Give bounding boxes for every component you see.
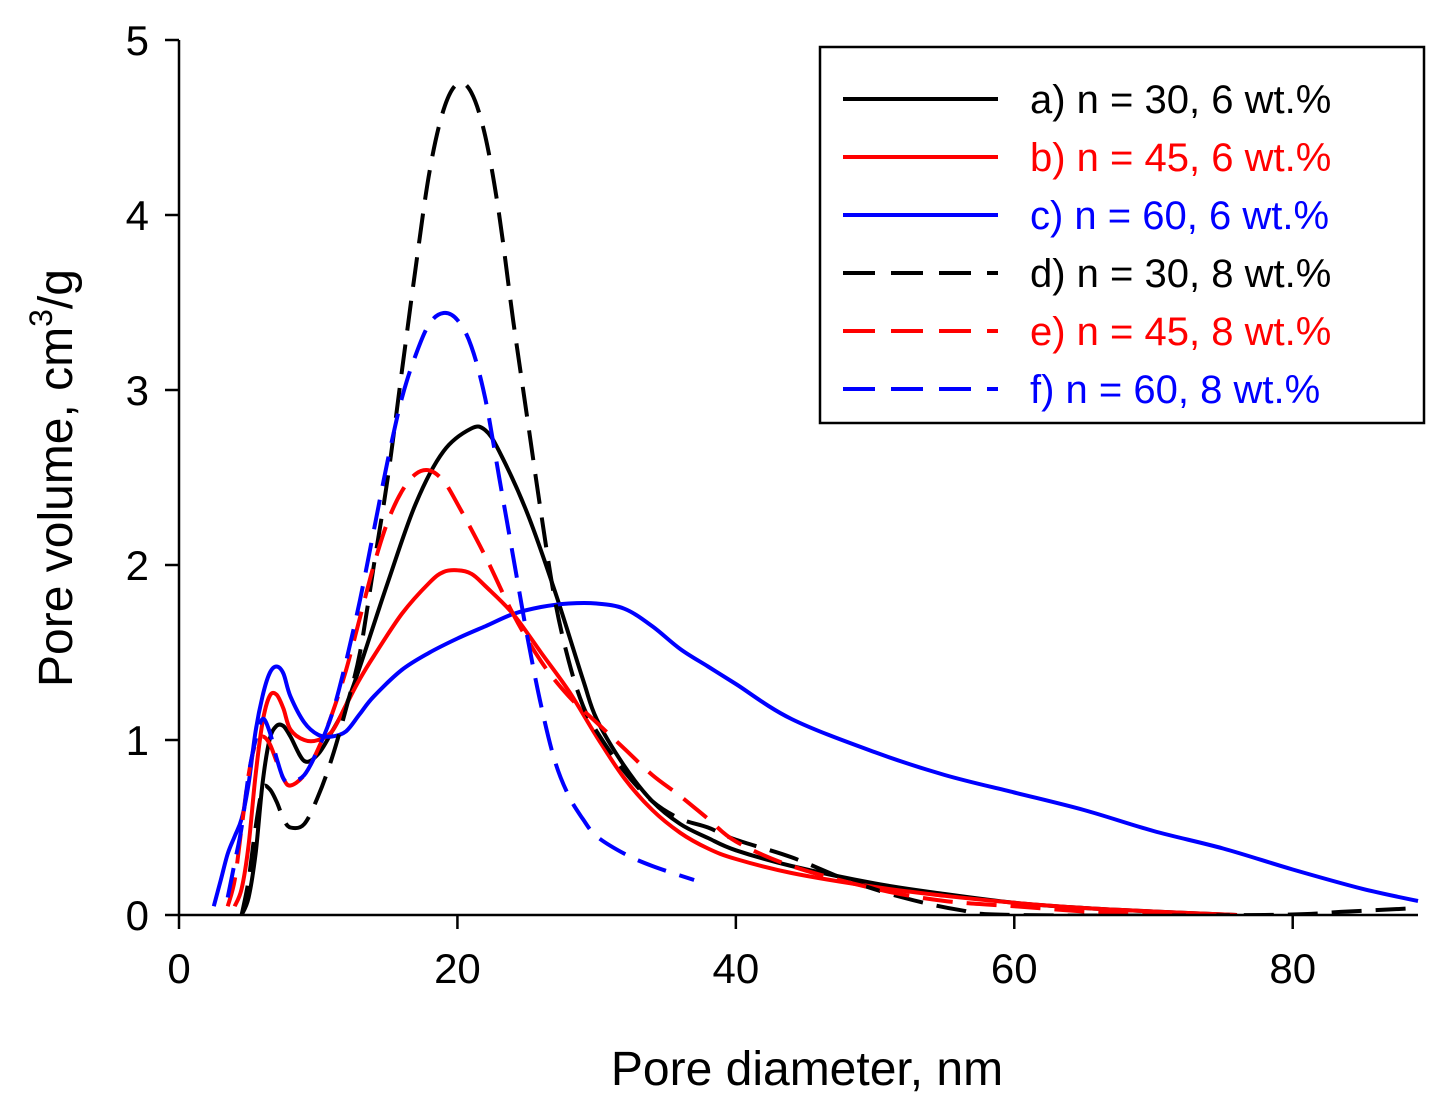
x-tick-label: 80	[1269, 945, 1316, 992]
y-tick-label: 2	[126, 542, 149, 589]
y-tick-label: 4	[126, 192, 149, 239]
legend-box	[818, 45, 1426, 425]
y-axis-title-tail: /g	[30, 269, 83, 309]
y-tick-label: 1	[126, 717, 149, 764]
legend-label-f: f) n = 60, 8 wt.%	[1030, 368, 1320, 412]
x-ticks: 0 20 40 60 80	[167, 915, 1316, 992]
legend-label-e: e) n = 45, 8 wt.%	[1030, 310, 1331, 354]
series-line-c	[211, 600, 1419, 907]
series-line-e	[225, 468, 1238, 916]
x-tick-label: 20	[434, 945, 481, 992]
x-tick-label: 40	[712, 945, 759, 992]
x-tick-label: 60	[991, 945, 1038, 992]
y-axis-title-sup: 3	[23, 309, 59, 327]
y-tick-label: 3	[126, 367, 149, 414]
y-axis-title: Pore volume, cm3/g	[23, 269, 83, 687]
y-ticks: 0 1 2 3 4 5	[126, 17, 179, 939]
legend-label-d: d) n = 30, 8 wt.%	[1030, 252, 1331, 296]
series-layer	[211, 80, 1419, 916]
legend-label-b: b) n = 45, 6 wt.%	[1030, 136, 1331, 180]
y-tick-label: 0	[126, 892, 149, 939]
legend: a) n = 30, 6 wt.% b) n = 45, 6 wt.% c) n =…	[818, 45, 1426, 425]
series-line-f	[225, 310, 695, 898]
legend-label-a: a) n = 30, 6 wt.%	[1030, 78, 1331, 122]
series-line-d	[239, 80, 1419, 916]
x-axis-title: Pore diameter, nm	[611, 1043, 1003, 1096]
y-tick-label: 5	[126, 17, 149, 64]
y-axis-title-main: Pore volume, cm	[30, 327, 83, 687]
x-tick-label: 0	[167, 945, 190, 992]
legend-label-c: c) n = 60, 6 wt.%	[1030, 194, 1329, 238]
series-line-a	[239, 424, 1238, 916]
